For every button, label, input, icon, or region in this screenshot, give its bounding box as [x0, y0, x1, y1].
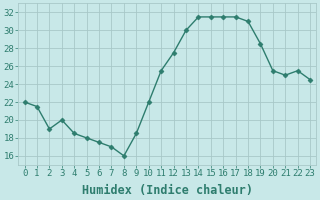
- X-axis label: Humidex (Indice chaleur): Humidex (Indice chaleur): [82, 184, 253, 197]
